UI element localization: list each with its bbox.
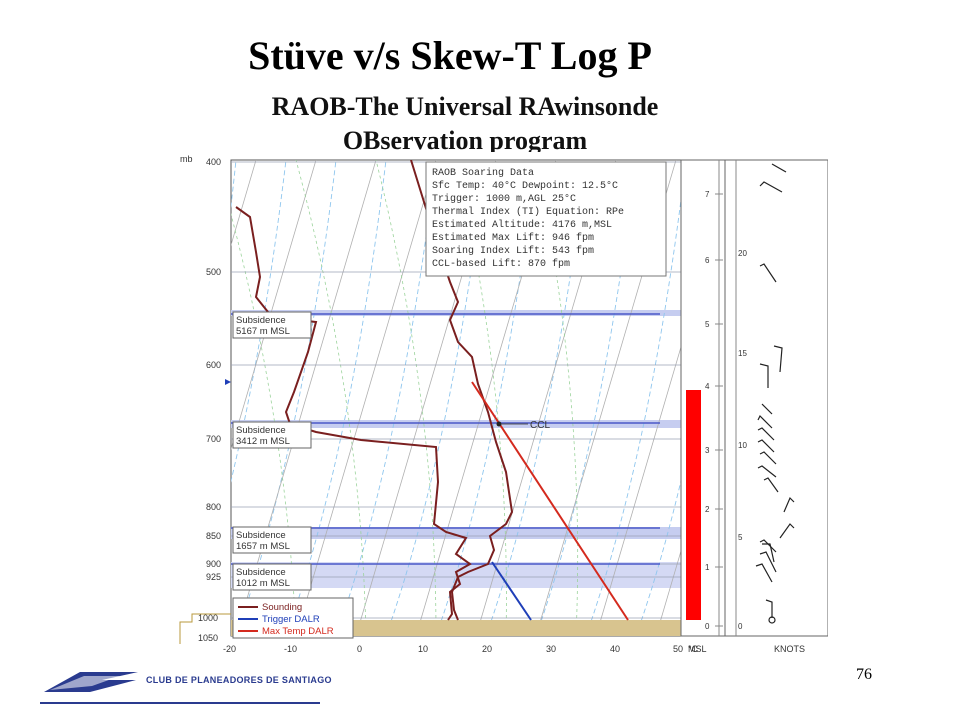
svg-text:1657 m MSL: 1657 m MSL xyxy=(236,541,290,552)
ccl-point xyxy=(496,421,502,427)
skew-t-chart: CCL RAOB Soaring Data Sfc Temp: 40°C Dew… xyxy=(176,152,829,662)
pressure-tick: 1050 xyxy=(198,633,218,643)
max-temp-dalr-line xyxy=(471,381,629,621)
wind-column: 0 5 10 15 20 KNOTS xyxy=(724,159,829,654)
temp-tick: -20 xyxy=(223,644,236,654)
dewpoint-sounding xyxy=(235,206,472,621)
x-unit-label: °C xyxy=(688,644,699,654)
info-line: Sfc Temp: 40°C Dewpoint: 12.5°C xyxy=(432,180,618,192)
msl-tick: 1 xyxy=(705,563,710,572)
temperature-sounding xyxy=(410,160,514,621)
subsidence-band xyxy=(231,310,681,316)
info-line: Thermal Index (TI) Equation: RPe xyxy=(432,206,624,218)
msl-tick: 0 xyxy=(705,622,710,631)
subsidence-label: Subsidence 1012 m MSL xyxy=(232,563,312,591)
info-line: Trigger: 1000 m,AGL 25°C xyxy=(432,193,576,205)
info-line: Estimated Max Lift: 946 fpm xyxy=(432,232,594,244)
subtitle-line-1: RAOB-The Universal RAwinsonde xyxy=(271,92,659,121)
ccl-label: CCL xyxy=(530,420,550,431)
info-line: Estimated Altitude: 4176 m,MSL xyxy=(432,219,612,231)
temp-tick: 10 xyxy=(418,644,428,654)
pressure-tick: 800 xyxy=(206,502,221,512)
skew-t-svg: CCL RAOB Soaring Data Sfc Temp: 40°C Dew… xyxy=(179,154,829,654)
msl-axis-label: MSL xyxy=(688,644,707,654)
pressure-tick: 400 xyxy=(206,157,221,167)
club-logo: CLUB DE PLANEADORES DE SANTIAGO xyxy=(40,666,340,704)
soaring-data-box: RAOB Soaring Data Sfc Temp: 40°C Dewpoin… xyxy=(425,161,667,277)
pressure-tick: 925 xyxy=(206,572,221,582)
svg-text:5167 m MSL: 5167 m MSL xyxy=(236,326,290,337)
subsidence-label: Subsidence 1657 m MSL xyxy=(232,526,312,554)
info-line: RAOB Soaring Data xyxy=(432,167,534,179)
surface-bracket xyxy=(179,613,231,644)
temp-tick: 0 xyxy=(357,644,362,654)
svg-text:Subsidence: Subsidence xyxy=(236,530,286,541)
temp-tick: 20 xyxy=(482,644,492,654)
pressure-tick: 700 xyxy=(206,434,221,444)
legend-max-temp-dalr: Max Temp DALR xyxy=(262,626,334,637)
subsidence-band xyxy=(231,420,681,428)
subsidence-label: Subsidence 3412 m MSL xyxy=(232,421,312,449)
pressure-tick: 1000 xyxy=(198,613,218,623)
temp-tick: -10 xyxy=(284,644,297,654)
trigger-dalr-line xyxy=(491,561,532,621)
page-number: 76 xyxy=(856,666,872,683)
temp-tick: 40 xyxy=(610,644,620,654)
msl-tick: 2 xyxy=(705,505,710,514)
knots-tick: 20 xyxy=(738,249,747,258)
chart-legend: Sounding Trigger DALR Max Temp DALR xyxy=(232,597,354,639)
subtitle-line-2: OBservation program xyxy=(342,126,588,155)
trigger-level-marker xyxy=(225,379,231,385)
temp-tick: 30 xyxy=(546,644,556,654)
y-unit-label: mb xyxy=(180,154,193,164)
pressure-tick: 850 xyxy=(206,531,221,541)
legend-sounding: Sounding xyxy=(262,602,302,613)
knots-tick: 0 xyxy=(738,622,743,631)
temperature-axis: -20 -10 0 10 20 30 40 50 °C xyxy=(223,644,699,654)
msl-tick: 5 xyxy=(705,320,710,329)
lift-bar xyxy=(686,390,701,620)
moist-adiabats xyxy=(231,160,579,636)
subsidence-label: Subsidence 5167 m MSL xyxy=(232,311,312,339)
info-line: CCL-based Lift: 870 fpm xyxy=(432,258,570,270)
svg-text:1012 m MSL: 1012 m MSL xyxy=(236,578,290,589)
slide-subtitle: RAOB-The Universal RAwinsonde OBservatio… xyxy=(160,90,770,158)
knots-axis-label: KNOTS xyxy=(774,644,805,654)
msl-altitude-column: 0 1 2 3 4 5 6 7 MSL xyxy=(680,159,726,654)
svg-text:3412 m MSL: 3412 m MSL xyxy=(236,436,290,447)
msl-tick: 3 xyxy=(705,446,710,455)
msl-tick: 7 xyxy=(705,190,710,199)
logo-text: CLUB DE PLANEADORES DE SANTIAGO xyxy=(146,675,332,685)
wind-barbs xyxy=(755,163,795,624)
svg-text:Subsidence: Subsidence xyxy=(236,425,286,436)
legend-trigger-dalr: Trigger DALR xyxy=(262,614,320,625)
info-line: Soaring Index Lift: 543 fpm xyxy=(432,245,594,257)
pressure-tick: 900 xyxy=(206,559,221,569)
logo-underline xyxy=(40,666,320,704)
svg-text:Subsidence: Subsidence xyxy=(236,567,286,578)
msl-tick: 4 xyxy=(705,382,710,391)
pressure-tick: 500 xyxy=(206,267,221,277)
svg-text:Subsidence: Subsidence xyxy=(236,315,286,326)
glider-logo-icon xyxy=(44,672,138,692)
pressure-axis: mb 400 500 600 700 800 850 900 925 1000 … xyxy=(180,154,221,643)
knots-tick: 5 xyxy=(738,533,743,542)
knots-tick: 15 xyxy=(738,349,747,358)
msl-tick: 6 xyxy=(705,256,710,265)
knots-tick: 10 xyxy=(738,441,747,450)
pressure-tick: 600 xyxy=(206,360,221,370)
temp-tick: 50 xyxy=(673,644,683,654)
slide-title: Stüve v/s Skew-T Log P xyxy=(248,33,652,78)
